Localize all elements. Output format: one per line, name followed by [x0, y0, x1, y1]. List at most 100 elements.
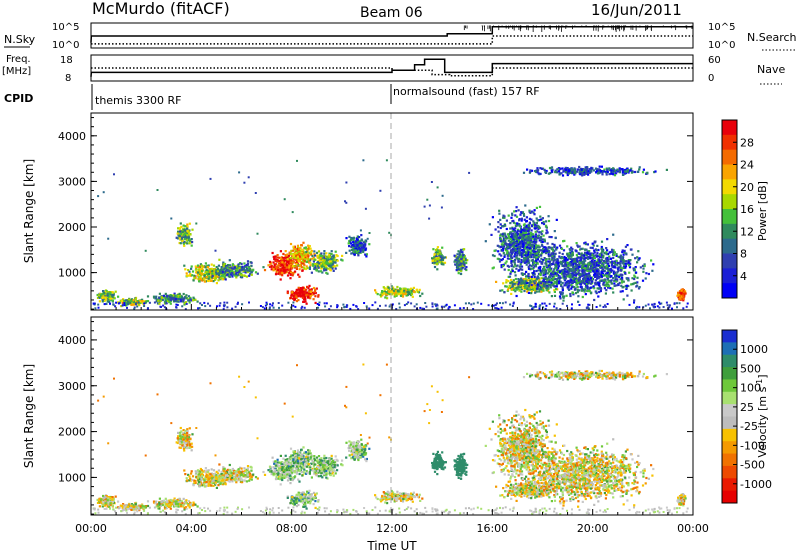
- power-cell: [329, 253, 332, 256]
- power-cell: [549, 167, 552, 170]
- power-cell: [459, 248, 463, 251]
- power-cell: [574, 287, 577, 290]
- power-cell: [605, 173, 608, 176]
- power-cell: [406, 293, 409, 297]
- power-cell: [498, 260, 502, 263]
- power-cell: [552, 271, 555, 274]
- power-cell: [221, 278, 224, 281]
- power-cell: [516, 246, 519, 249]
- power-cell: [534, 254, 537, 257]
- power-cell: [528, 248, 531, 251]
- power-cell: [639, 266, 642, 269]
- power-cell: [200, 264, 203, 267]
- power-cell: [227, 273, 230, 276]
- power-cell: [297, 286, 300, 289]
- power-cell: [525, 237, 529, 240]
- power-cell: [215, 266, 218, 269]
- power-cell: [539, 167, 542, 170]
- power-cell: [550, 166, 554, 169]
- power-cell: [517, 283, 520, 286]
- power-cell: [597, 274, 600, 277]
- power-cell: [381, 294, 384, 297]
- power-cell: [352, 248, 355, 251]
- power-cell: [132, 303, 135, 306]
- power-cell: [507, 246, 510, 249]
- power-cell: [330, 263, 333, 266]
- power-cell: [502, 241, 505, 244]
- power-cell: [358, 244, 361, 247]
- power-cell: [611, 287, 614, 290]
- power-cell: [561, 273, 564, 276]
- power-cell: [457, 258, 460, 261]
- power-cell: [634, 281, 637, 284]
- power-cell: [312, 260, 315, 263]
- power-cell: [602, 170, 605, 173]
- power-cell: [454, 255, 457, 258]
- power-cell: [169, 302, 172, 305]
- power-cell: [281, 258, 284, 261]
- power-cell: [186, 242, 189, 245]
- power-cell: [523, 239, 526, 242]
- power-cell: [507, 275, 510, 278]
- power-cell: [584, 259, 587, 262]
- power-cell: [297, 264, 300, 267]
- power-cell: [315, 251, 319, 254]
- power-cell: [319, 262, 322, 265]
- power-cell: [579, 275, 582, 278]
- power-cell: [217, 264, 220, 267]
- power-cell: [558, 255, 561, 258]
- power-cell: [527, 273, 530, 276]
- power-cell: [359, 248, 362, 251]
- power-cell: [580, 171, 583, 174]
- power-cell: [173, 292, 176, 295]
- power-cell: [629, 262, 632, 265]
- power-cell: [139, 300, 142, 303]
- power-cell: [555, 283, 559, 286]
- power-cell: [189, 241, 192, 244]
- power-cell: [620, 284, 623, 287]
- power-cell: [503, 255, 506, 258]
- power-cell: [590, 265, 593, 268]
- power-cell: [553, 289, 556, 292]
- power-cell: [499, 218, 502, 221]
- power-cell: [293, 247, 296, 250]
- power-cell: [320, 264, 323, 267]
- power-cell: [598, 282, 601, 285]
- power-cell: [187, 269, 190, 272]
- power-cell: [567, 170, 570, 173]
- power-cell: [506, 254, 509, 257]
- power-cell: [233, 266, 236, 269]
- power-cell: [515, 236, 518, 239]
- power-cell: [511, 240, 514, 243]
- power-cell: [112, 296, 115, 299]
- power-cell: [274, 273, 278, 276]
- power-cell: [321, 259, 324, 262]
- power-cell: [305, 291, 308, 294]
- power-cell: [511, 268, 514, 271]
- power-cell: [215, 272, 219, 275]
- power-cell: [605, 167, 608, 170]
- power-cell: [638, 257, 641, 260]
- power-cell: [610, 262, 613, 265]
- power-cell: [549, 172, 552, 175]
- power-cell: [326, 272, 329, 275]
- power-cell: [587, 171, 591, 174]
- power-cell: [507, 239, 510, 242]
- power-cell: [164, 299, 167, 303]
- power-cell: [250, 261, 253, 264]
- power-cell: [359, 249, 362, 252]
- power-cell: [517, 278, 520, 281]
- power-cell: [549, 246, 552, 249]
- power-cell: [357, 254, 360, 257]
- power-cell: [235, 276, 238, 279]
- power-cell: [507, 252, 510, 255]
- power-cell: [390, 285, 393, 288]
- power-cell: [107, 296, 111, 299]
- power-cell: [618, 266, 621, 269]
- power-cell: [497, 221, 500, 224]
- power-cell: [520, 277, 523, 280]
- power-cell: [225, 264, 228, 268]
- power-cell: [230, 267, 233, 270]
- power-cell: [535, 170, 538, 174]
